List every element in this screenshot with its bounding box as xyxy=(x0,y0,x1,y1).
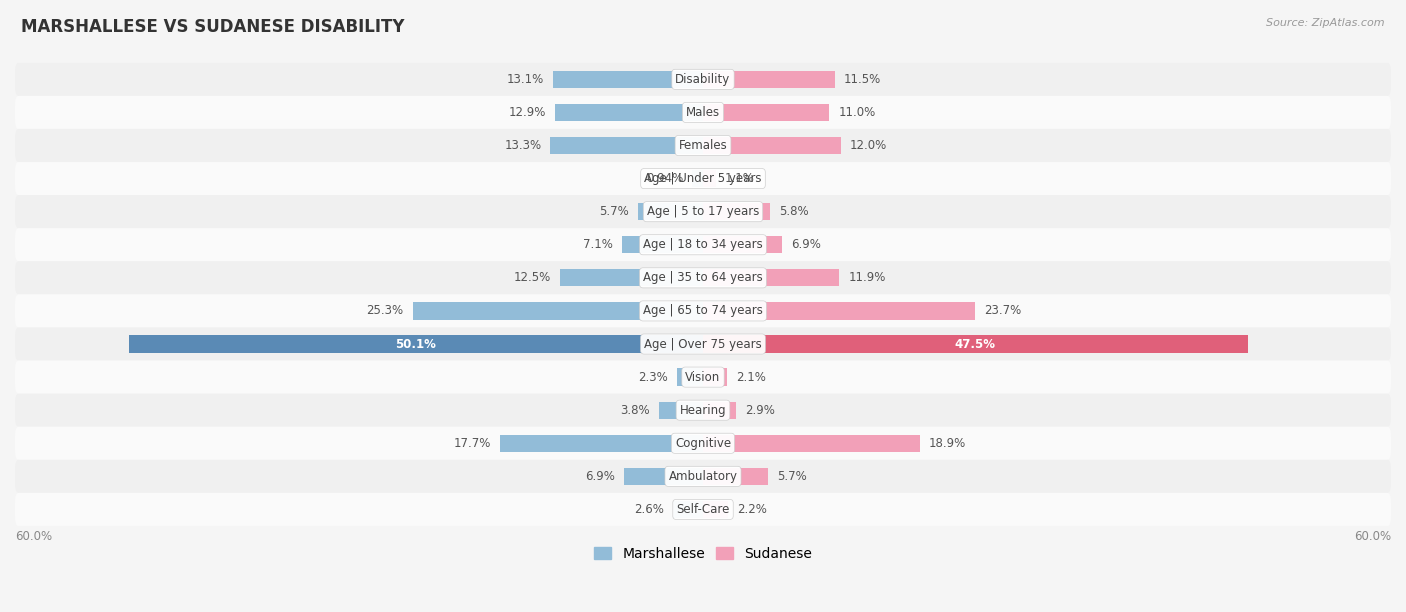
Text: Hearing: Hearing xyxy=(679,404,727,417)
Text: 0.94%: 0.94% xyxy=(645,172,683,185)
Text: Age | 35 to 64 years: Age | 35 to 64 years xyxy=(643,271,763,285)
Bar xyxy=(703,501,728,518)
Text: 60.0%: 60.0% xyxy=(15,530,52,543)
Bar xyxy=(621,236,703,253)
Text: 13.1%: 13.1% xyxy=(506,73,544,86)
Text: 1.1%: 1.1% xyxy=(724,172,755,185)
Bar xyxy=(703,104,830,121)
Text: Males: Males xyxy=(686,106,720,119)
Text: 7.1%: 7.1% xyxy=(582,238,613,252)
Text: 11.9%: 11.9% xyxy=(849,271,886,285)
Bar xyxy=(703,137,841,154)
Bar xyxy=(703,401,737,419)
Bar xyxy=(703,335,1247,353)
FancyBboxPatch shape xyxy=(15,460,1391,493)
Text: MARSHALLESE VS SUDANESE DISABILITY: MARSHALLESE VS SUDANESE DISABILITY xyxy=(21,18,405,36)
Bar xyxy=(703,71,835,88)
FancyBboxPatch shape xyxy=(15,63,1391,96)
FancyBboxPatch shape xyxy=(15,394,1391,427)
Bar xyxy=(692,170,703,187)
FancyBboxPatch shape xyxy=(15,129,1391,162)
Bar xyxy=(703,236,782,253)
Bar xyxy=(553,71,703,88)
Text: 47.5%: 47.5% xyxy=(955,337,995,351)
Text: Self-Care: Self-Care xyxy=(676,503,730,516)
Bar xyxy=(555,104,703,121)
Bar xyxy=(703,269,839,286)
Text: 2.2%: 2.2% xyxy=(737,503,768,516)
Bar xyxy=(501,435,703,452)
Text: 5.7%: 5.7% xyxy=(599,205,628,218)
Text: 2.6%: 2.6% xyxy=(634,503,664,516)
Bar xyxy=(703,468,768,485)
Text: 17.7%: 17.7% xyxy=(454,437,491,450)
Text: Age | 18 to 34 years: Age | 18 to 34 years xyxy=(643,238,763,252)
Text: 18.9%: 18.9% xyxy=(929,437,966,450)
FancyBboxPatch shape xyxy=(15,261,1391,294)
Text: Ambulatory: Ambulatory xyxy=(668,470,738,483)
Text: 11.0%: 11.0% xyxy=(838,106,876,119)
Text: 12.9%: 12.9% xyxy=(509,106,546,119)
FancyBboxPatch shape xyxy=(15,327,1391,360)
Text: 11.5%: 11.5% xyxy=(844,73,882,86)
Text: 3.8%: 3.8% xyxy=(620,404,650,417)
Text: 60.0%: 60.0% xyxy=(1354,530,1391,543)
Bar xyxy=(638,203,703,220)
Bar xyxy=(703,302,974,319)
Bar xyxy=(128,335,703,353)
Bar xyxy=(624,468,703,485)
Bar xyxy=(560,269,703,286)
Text: 2.9%: 2.9% xyxy=(745,404,775,417)
FancyBboxPatch shape xyxy=(15,228,1391,261)
FancyBboxPatch shape xyxy=(15,294,1391,327)
FancyBboxPatch shape xyxy=(15,96,1391,129)
Text: 6.9%: 6.9% xyxy=(585,470,614,483)
Text: Vision: Vision xyxy=(685,371,721,384)
Bar xyxy=(413,302,703,319)
Bar xyxy=(676,368,703,386)
FancyBboxPatch shape xyxy=(15,493,1391,526)
Bar xyxy=(703,368,727,386)
Text: 5.7%: 5.7% xyxy=(778,470,807,483)
FancyBboxPatch shape xyxy=(15,360,1391,394)
Bar xyxy=(659,401,703,419)
Text: 50.1%: 50.1% xyxy=(395,337,436,351)
Bar xyxy=(703,203,769,220)
FancyBboxPatch shape xyxy=(15,162,1391,195)
Text: Females: Females xyxy=(679,139,727,152)
Text: 25.3%: 25.3% xyxy=(367,304,404,318)
Text: Cognitive: Cognitive xyxy=(675,437,731,450)
Text: Age | Over 75 years: Age | Over 75 years xyxy=(644,337,762,351)
Text: 2.1%: 2.1% xyxy=(737,371,766,384)
Bar xyxy=(673,501,703,518)
Bar xyxy=(703,435,920,452)
FancyBboxPatch shape xyxy=(15,195,1391,228)
Text: 5.8%: 5.8% xyxy=(779,205,808,218)
Bar xyxy=(703,170,716,187)
Text: 12.0%: 12.0% xyxy=(849,139,887,152)
Legend: Marshallese, Sudanese: Marshallese, Sudanese xyxy=(589,542,817,567)
Text: Disability: Disability xyxy=(675,73,731,86)
FancyBboxPatch shape xyxy=(15,427,1391,460)
Text: Age | Under 5 years: Age | Under 5 years xyxy=(644,172,762,185)
Text: 13.3%: 13.3% xyxy=(505,139,541,152)
Text: Age | 65 to 74 years: Age | 65 to 74 years xyxy=(643,304,763,318)
Text: Source: ZipAtlas.com: Source: ZipAtlas.com xyxy=(1267,18,1385,28)
Text: 2.3%: 2.3% xyxy=(638,371,668,384)
Text: 12.5%: 12.5% xyxy=(513,271,551,285)
Bar xyxy=(551,137,703,154)
Text: 23.7%: 23.7% xyxy=(984,304,1021,318)
Text: 6.9%: 6.9% xyxy=(792,238,821,252)
Text: Age | 5 to 17 years: Age | 5 to 17 years xyxy=(647,205,759,218)
